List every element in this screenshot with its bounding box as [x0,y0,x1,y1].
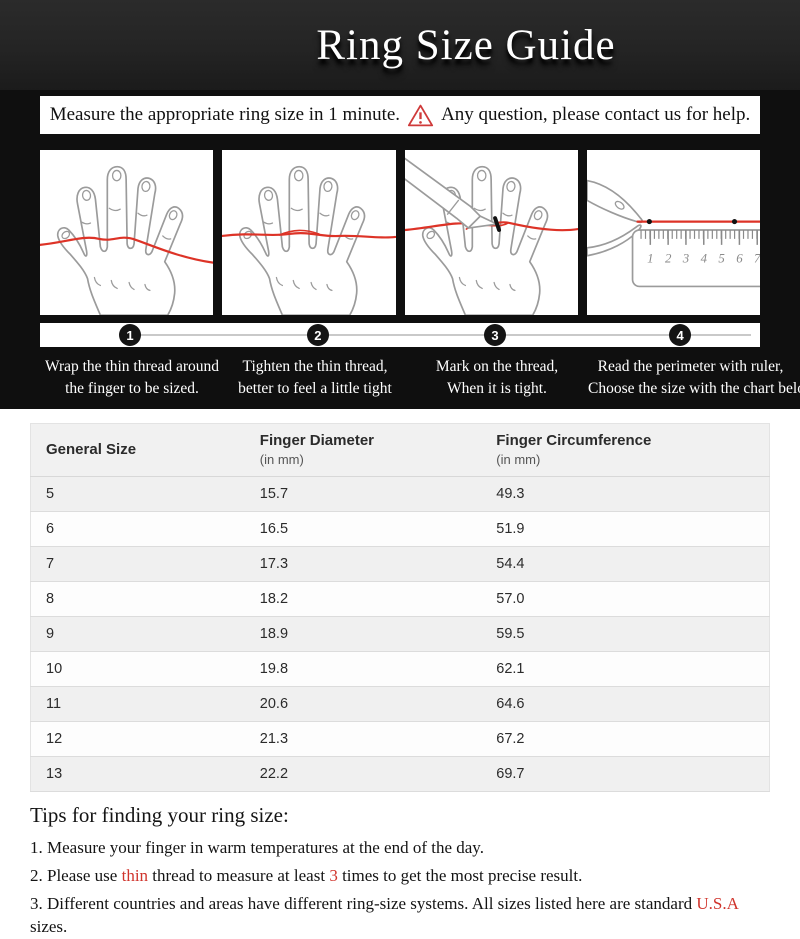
highlighted-word: U.S.A [696,893,738,913]
table-row: 6 16.5 51.9 [30,511,770,547]
ring-size-table: General Size Finger Diameter (in mm) Fing… [30,422,770,792]
table-row: 10 19.8 62.1 [30,651,770,687]
steps-progress-bar: 1 2 3 4 [40,323,760,347]
step-marker-2: 2 [306,324,329,346]
ruler-number: 7 [754,252,760,266]
ruler-number: 2 [665,252,672,266]
table-row: 11 20.6 64.6 [30,686,770,722]
table-row: 9 18.9 59.5 [30,616,770,652]
info-text-after: Any question, please contact us for help… [441,104,751,125]
hand-thread-mark-drawing [404,157,578,315]
column-header-finger-diameter: Finger Diameter (in mm) [244,423,482,477]
step-2-caption: Tighten the thin thread, better to feel … [238,358,392,398]
marker-pen-icon [404,157,498,229]
page-title: Ring Size Guide [316,21,616,69]
illustration-panels: 1 2 3 4 5 6 7 [40,150,760,315]
column-header-finger-circumference: Finger Circumference (in mm) [481,423,770,477]
step-number: 3 [491,327,499,343]
tip-item-1: 1. Measure your finger in warm temperatu… [30,837,484,857]
measure-guide-section: Measure the appropriate ring size in 1 m… [0,90,800,409]
header: Ring Size Guide [0,0,800,90]
ruler-measurement-drawing: 1 2 3 4 5 6 7 [586,179,760,288]
ruler-number: 6 [736,252,743,266]
exclamation-triangle-icon [407,104,434,126]
column-unit: (in mm) [259,452,304,468]
step-captions: Wrap the thin thread around the finger t… [40,356,800,401]
pinched-fingers-icon [586,179,643,257]
illustration-step-4-ruler: 1 2 3 4 5 6 7 [586,150,760,315]
step-4-caption: Read the perimeter with ruler, Choose th… [588,358,800,398]
step-3-caption: Mark on the thread, When it is tight. [435,358,559,398]
illustration-step-1-wrap-thread [40,150,214,315]
step-number: 4 [676,327,684,343]
table-header-row: General Size Finger Diameter (in mm) Fing… [30,423,770,477]
tips-section: Tips for finding your ring size: 1. Meas… [0,792,800,939]
ruler-icon: 1 2 3 4 5 6 7 [631,229,760,288]
column-header-general-size: General Size [30,423,245,477]
thread-end-dot [646,219,652,225]
ruler-number: 3 [682,252,689,266]
step-marker-3: 3 [484,324,507,346]
table-row: 5 15.7 49.3 [30,476,770,512]
table-row: 8 18.2 57.0 [30,581,770,617]
ruler-number: 5 [718,252,725,266]
highlighted-word: thin [121,865,149,885]
table-row: 13 22.2 69.7 [30,756,770,792]
thread-mark [492,216,501,233]
step-marker-4: 4 [669,324,692,346]
step-marker-1: 1 [119,324,141,346]
info-text-before: Measure the appropriate ring size in 1 m… [49,104,401,125]
steps-connector-line [130,334,752,336]
thread-end-dot [731,219,737,225]
tip-item-2: 2. Please use thin thread to measure at … [30,865,583,885]
highlighted-word: 3 [329,865,338,885]
step-number: 1 [126,327,134,343]
info-bar: Measure the appropriate ring size in 1 m… [40,96,760,134]
tip-item-3: 3. Different countries and areas have di… [30,893,738,937]
table-row: 12 21.3 67.2 [30,721,770,757]
ruler-number: 1 [647,252,653,266]
illustration-step-3-mark-thread [404,150,578,315]
size-chart-section: General Size Finger Diameter (in mm) Fing… [0,409,800,792]
step-1-caption: Wrap the thin thread around the finger t… [44,358,220,398]
hand-thread-drawing-1 [40,165,214,315]
column-unit: (in mm) [496,452,541,468]
ruler-number: 4 [700,252,707,266]
tips-title: Tips for finding your ring size: [30,802,289,827]
hand-thread-drawing-2 [222,165,396,315]
table-row: 7 17.3 54.4 [30,546,770,582]
illustration-step-2-tighten-thread [222,150,396,315]
step-number: 2 [314,327,322,343]
